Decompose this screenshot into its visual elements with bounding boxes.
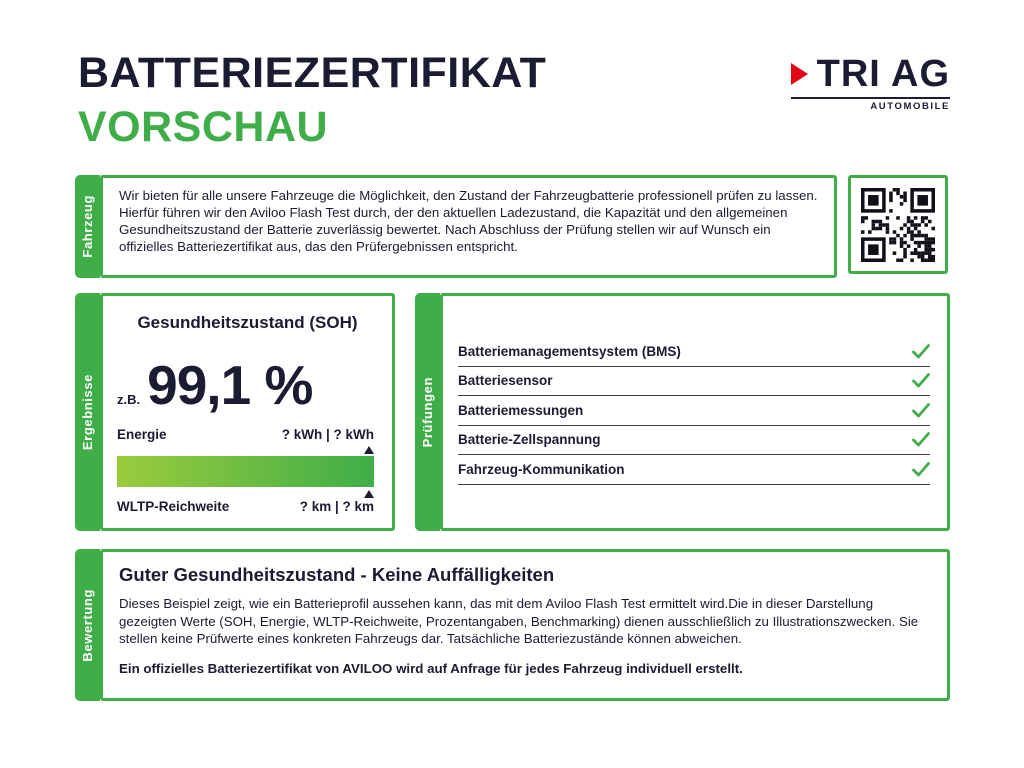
soh-heading: Gesundheitszustand (SOH) [137, 313, 358, 332]
section-tab-pruefungen-label: Prüfungen [420, 376, 435, 448]
section-tab-pruefungen: Prüfungen [415, 293, 440, 531]
qr-panel [848, 175, 948, 274]
bewertung-text: Dieses Beispiel zeigt, wie ein Batteriep… [119, 596, 919, 646]
check-label: Batteriesensor [458, 373, 553, 389]
energie-row: Energie ? kWh | ? kWh [117, 427, 374, 442]
section-tab-bewertung: Bewertung [75, 549, 100, 701]
check-icon [912, 373, 930, 388]
bewertung-footer: Ein offizielles Batteriezertifikat von A… [119, 660, 743, 676]
bar-marker-top-icon [364, 446, 374, 454]
wltp-row: WLTP-Reichweite ? km | ? km [117, 499, 374, 514]
soh-gradient-bar [117, 456, 374, 487]
check-label: Fahrzeug-Kommunikation [458, 461, 625, 477]
logo-subtitle: AUTOMOBILE [870, 101, 950, 112]
logo-triangle-icon [790, 63, 808, 85]
check-row: Batteriemessungen [458, 396, 930, 426]
pruefungen-panel: Batteriemanagementsystem (BMS) Batteries… [440, 293, 950, 531]
logo-text: TRI AG [816, 53, 950, 95]
section-tab-ergebnisse-label: Ergebnisse [80, 373, 95, 451]
check-icon [912, 432, 930, 447]
check-row: Fahrzeug-Kommunikation [458, 455, 930, 485]
energie-label: Energie [117, 427, 167, 442]
wltp-label: WLTP-Reichweite [117, 499, 230, 514]
check-row: Batteriemanagementsystem (BMS) [458, 337, 930, 367]
logo-underline [790, 97, 950, 99]
check-icon [912, 461, 930, 477]
fahrzeug-panel: Wir bieten für alle unsere Fahrzeuge die… [100, 175, 837, 278]
bar-marker-bottom-icon [364, 490, 374, 498]
section-tab-fahrzeug: Fahrzeug [75, 175, 100, 278]
energie-value: ? kWh | ? kWh [281, 427, 374, 442]
soh-prefix: z.B. [117, 392, 141, 407]
check-row: Batteriesensor [458, 367, 930, 396]
section-tab-ergebnisse: Ergebnisse [75, 293, 100, 531]
check-label: Batteriemanagementsystem (BMS) [458, 343, 681, 359]
qr-code [861, 187, 935, 262]
page-subtitle: VORSCHAU [78, 103, 329, 151]
fahrzeug-intro-text: Wir bieten für alle unsere Fahrzeuge die… [119, 188, 818, 254]
section-tab-fahrzeug-label: Fahrzeug [80, 195, 95, 258]
check-icon [912, 402, 930, 418]
soh-panel: Gesundheitszustand (SOH) z.B. 99,1 % Ene… [100, 293, 395, 531]
check-row: Batterie-Zellspannung [458, 426, 930, 455]
wltp-value: ? km | ? km [299, 499, 374, 514]
soh-value: 99,1 % [147, 354, 313, 416]
page-title: BATTERIEZERTIFIKAT [78, 49, 547, 97]
company-logo: TRI AG AUTOMOBILE [790, 53, 950, 112]
check-label: Batterie-Zellspannung [458, 432, 601, 448]
bewertung-heading: Guter Gesundheitszustand - Keine Auffäll… [119, 564, 555, 585]
section-tab-bewertung-label: Bewertung [80, 588, 95, 662]
soh-value-row: z.B. 99,1 % [117, 354, 313, 416]
check-icon [912, 343, 930, 359]
bewertung-panel: Guter Gesundheitszustand - Keine Auffäll… [100, 549, 950, 701]
check-label: Batteriemessungen [458, 402, 584, 418]
